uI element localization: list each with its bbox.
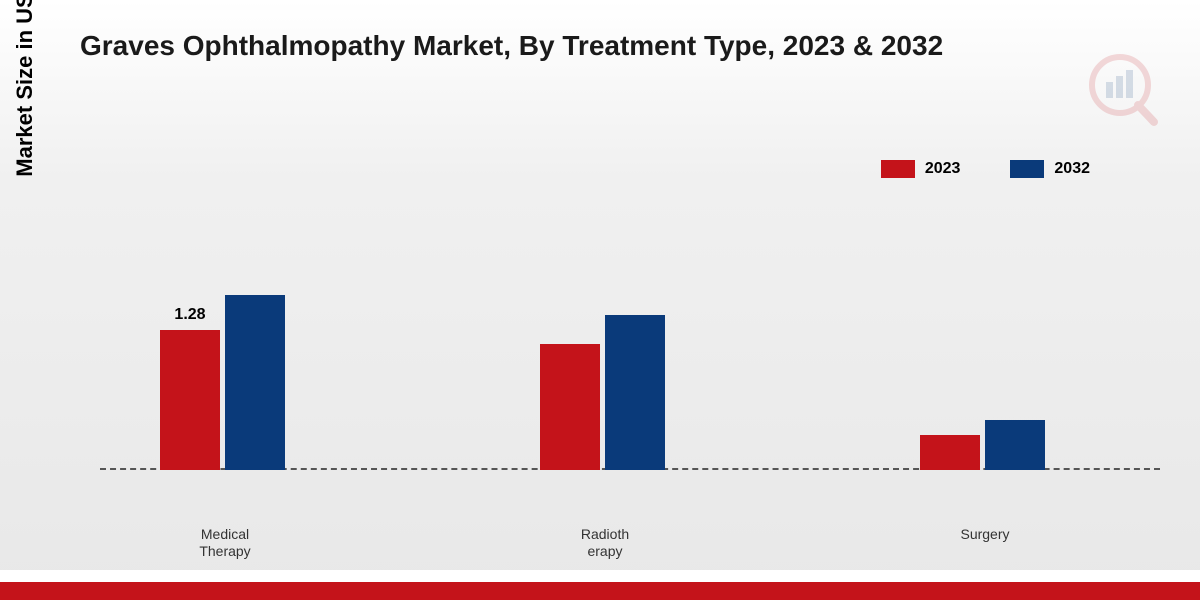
bar-group-radiotherapy: Radioth erapy	[540, 315, 665, 470]
footer-accent-bar	[0, 582, 1200, 600]
chart-plot-area: 1.28 Medical Therapy Radioth erapy Surge…	[100, 120, 1160, 470]
bar-2032-medical-therapy	[225, 295, 285, 470]
bar-2032-radiotherapy	[605, 315, 665, 470]
footer-white-strip	[0, 570, 1200, 582]
y-axis-label: Market Size in USD Billion	[12, 0, 38, 177]
bar-2023-medical-therapy: 1.28	[160, 330, 220, 470]
bar-value-label: 1.28	[174, 306, 205, 324]
bar-group-surgery: Surgery	[920, 420, 1045, 470]
bar-2023-surgery	[920, 435, 980, 470]
chart-title: Graves Ophthalmopathy Market, By Treatme…	[80, 30, 943, 62]
bar-2032-surgery	[985, 420, 1045, 470]
bar-2023-radiotherapy	[540, 344, 600, 470]
bar-group-medical-therapy: 1.28 Medical Therapy	[160, 295, 285, 470]
